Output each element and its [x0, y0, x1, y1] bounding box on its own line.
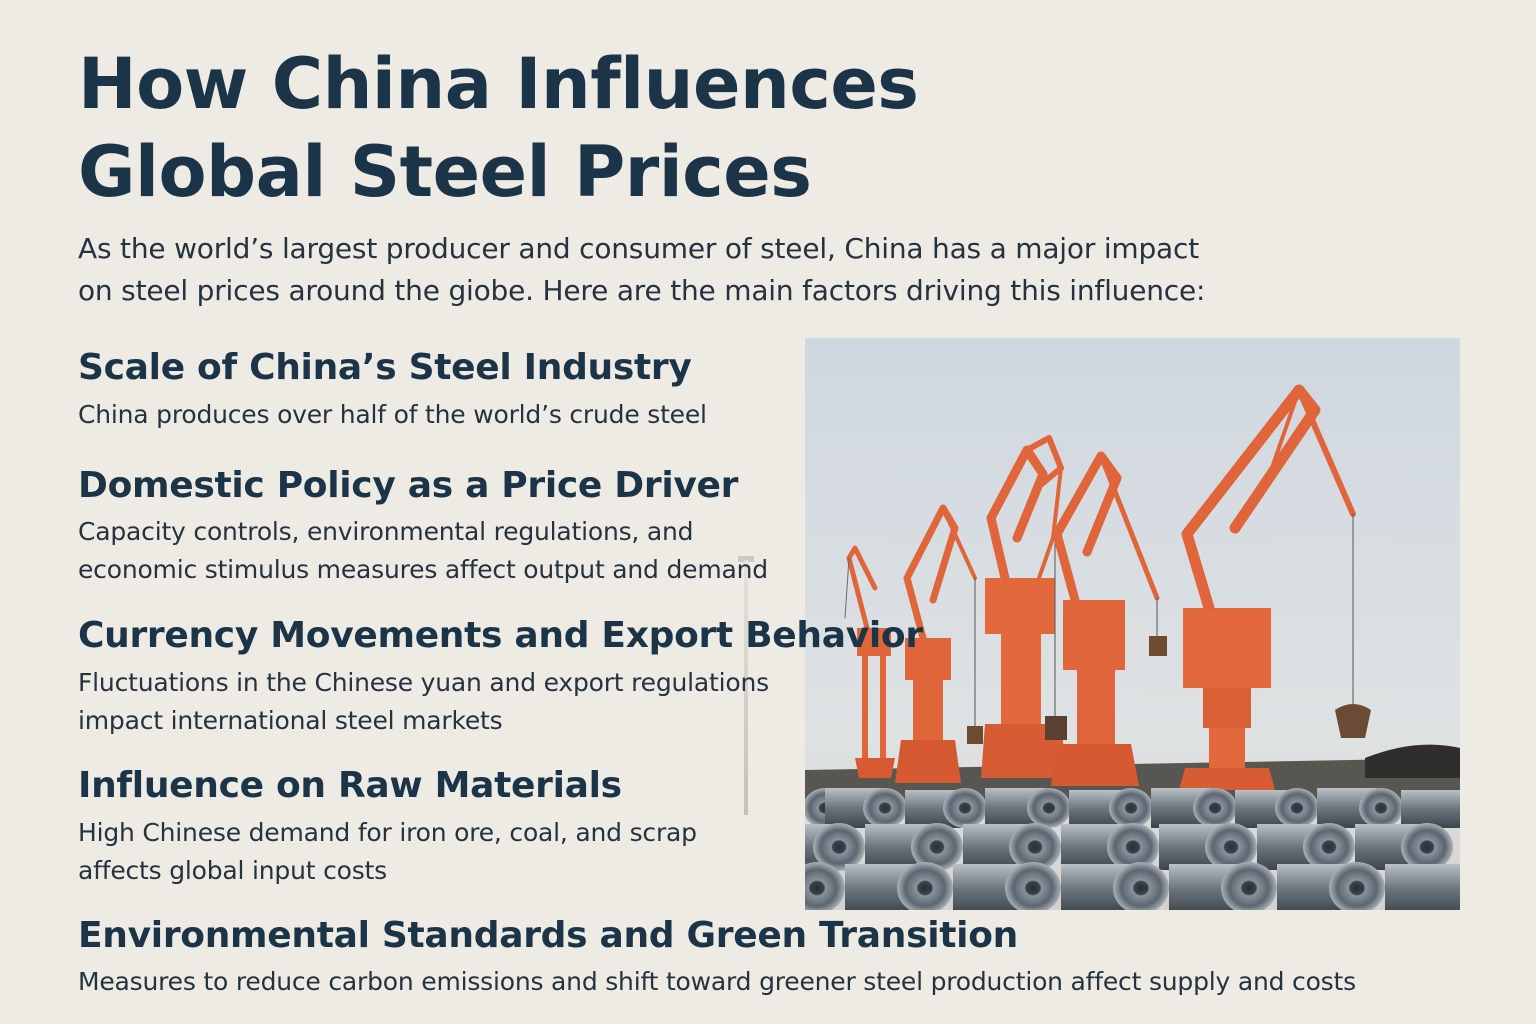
section-text-line: affects global input costs [78, 856, 387, 885]
section-heading-raw-materials: Influence on Raw Materials [78, 765, 622, 806]
section-heading-environmental: Environmental Standards and Green Transi… [78, 915, 1018, 956]
section-heading-domestic-policy: Domestic Policy as a Price Driver [78, 465, 739, 506]
title-line-2: Global Steel Prices [78, 131, 812, 213]
title-line-1: How China Influences [78, 43, 919, 125]
intro-line-1: As the world’s largest producer and cons… [78, 232, 1199, 265]
crane-center [1051, 451, 1167, 786]
crane-left [895, 504, 983, 783]
section-text-line: High Chinese demand for iron ore, coal, … [78, 818, 697, 847]
section-text-line: Measures to reduce carbon emissions and … [78, 967, 1356, 996]
section-heading-scale: Scale of China’s Steel Industry [78, 347, 692, 388]
section-text-line: impact international steel markets [78, 706, 503, 735]
section-heading-currency: Currency Movements and Export Behavior [78, 615, 923, 656]
port-cranes-illustration [805, 338, 1460, 910]
section-text-raw-materials: High Chinese demand for iron ore, coal, … [78, 814, 697, 890]
steel-coils [805, 788, 1460, 910]
section-text-domestic-policy: Capacity controls, environmental regulat… [78, 513, 768, 589]
section-text-environmental: Measures to reduce carbon emissions and … [78, 963, 1356, 1001]
intro-line-2: on steel prices around the giobe. Here a… [78, 274, 1206, 307]
page-title: How China Influences Global Steel Prices [78, 40, 1178, 216]
section-text-line: Fluctuations in the Chinese yuan and exp… [78, 668, 769, 697]
crane-center-left [981, 435, 1067, 778]
section-text-line: Capacity controls, environmental regulat… [78, 517, 694, 546]
section-text-line: China produces over half of the world’s … [78, 400, 707, 429]
crane-far-left [844, 545, 895, 778]
port-cranes-photo [805, 338, 1460, 910]
section-text-line: economic stimulus measures affect output… [78, 555, 768, 584]
intro-paragraph: As the world’s largest producer and cons… [78, 228, 1378, 312]
light-pole-decoration [744, 560, 748, 815]
crane-right [1179, 384, 1371, 790]
section-text-currency: Fluctuations in the Chinese yuan and exp… [78, 664, 769, 740]
section-text-scale: China produces over half of the world’s … [78, 396, 707, 434]
pole-cap-decoration [738, 556, 754, 562]
